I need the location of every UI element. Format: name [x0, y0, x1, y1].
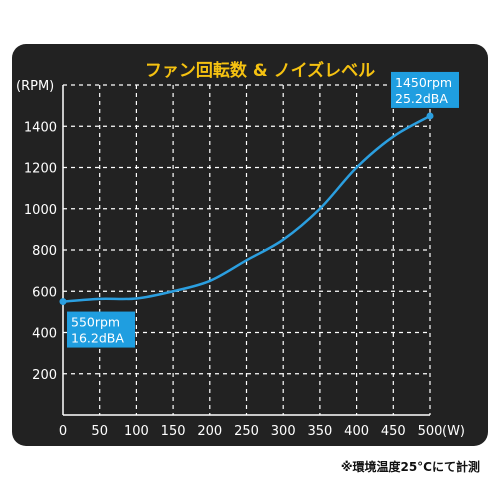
- x-tick-label: 200: [197, 424, 222, 439]
- y-tick-label: 1400: [24, 120, 57, 135]
- chart-title: ファン回転数 & ノイズレベル: [145, 60, 375, 81]
- x-tick-label: 350: [307, 424, 332, 439]
- data-point: [426, 112, 434, 120]
- x-tick-label: 400: [344, 424, 369, 439]
- data-label: 1450rpm: [395, 75, 452, 90]
- y-tick-label: 200: [32, 368, 57, 383]
- data-label: 25.2dBA: [395, 91, 448, 106]
- y-tick-label: 1000: [24, 203, 57, 218]
- x-tick-label: 300: [271, 424, 296, 439]
- x-axis-label: (W): [442, 424, 465, 439]
- footnote: ※環境温度25°Cにて計測: [340, 460, 480, 474]
- y-tick-label: 1200: [24, 162, 57, 177]
- y-axis-label: (RPM): [16, 79, 54, 94]
- data-label: 16.2dBA: [71, 331, 124, 346]
- x-tick-label: 150: [161, 424, 186, 439]
- x-tick-label: 250: [234, 424, 259, 439]
- y-tick-label: 800: [32, 244, 57, 259]
- data-label: 550rpm: [71, 315, 120, 330]
- x-tick-label: 0: [59, 424, 67, 439]
- x-tick-label: 100: [124, 424, 149, 439]
- data-point: [59, 298, 67, 306]
- chart-panel: [12, 44, 488, 446]
- y-tick-label: 600: [32, 285, 57, 300]
- data-label-box: [391, 71, 459, 108]
- x-tick-label: 450: [381, 424, 406, 439]
- x-tick-label: 500: [418, 424, 443, 439]
- x-tick-label: 50: [91, 424, 108, 439]
- y-tick-label: 400: [32, 327, 57, 342]
- data-label-box: [67, 311, 135, 348]
- series-line: [62, 114, 431, 303]
